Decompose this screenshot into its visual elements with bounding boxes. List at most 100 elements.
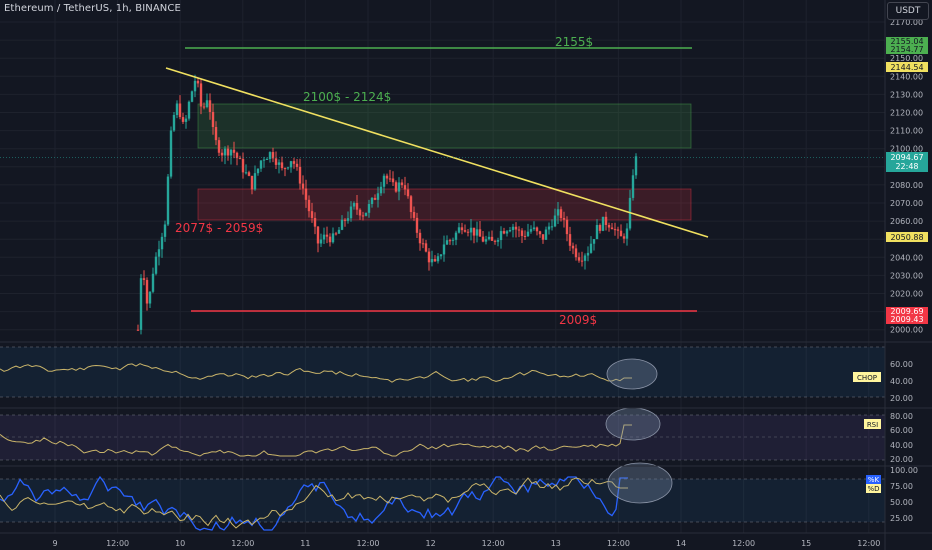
price-tick: 2120.00 (890, 109, 923, 118)
candle-body (349, 206, 353, 219)
price-tick: 2140.00 (890, 72, 923, 81)
candle-body (238, 158, 242, 160)
price-tick: 2000.00 (890, 326, 923, 335)
candle-body (457, 227, 461, 233)
candle-body (604, 216, 608, 225)
indicator-tick: 25.00 (890, 514, 913, 523)
trend-value-text: 2050.88 (890, 233, 923, 242)
candle-body (271, 152, 275, 159)
candle-body (538, 231, 542, 235)
candle-body (589, 243, 593, 253)
candlesticks (136, 74, 638, 335)
candle-body (559, 209, 563, 219)
candle-body (406, 189, 410, 197)
trend-value-badge: 2050.88 (886, 232, 928, 242)
price-tick: 2170.00 (890, 18, 923, 27)
indicator-tick: 100.00 (890, 466, 918, 475)
candle-body (223, 148, 227, 156)
candle-body (247, 172, 251, 176)
rsi-highlight-circle (605, 407, 661, 441)
currency-button[interactable]: USDT (887, 2, 929, 20)
candle-body (292, 161, 296, 164)
price-tick: 2080.00 (890, 181, 923, 190)
candle-body (226, 148, 230, 156)
candle-body (598, 225, 602, 231)
candle-body (445, 240, 449, 245)
symbol-title[interactable]: Ethereum / TetherUS, 1h, BINANCE (4, 3, 181, 14)
candle-body (373, 197, 377, 200)
candle-body (340, 219, 344, 230)
candle-body (625, 228, 629, 239)
candle-body (511, 226, 515, 231)
candle-body (145, 279, 149, 304)
candle-body (454, 232, 458, 240)
candle-body (466, 231, 470, 233)
candle-body (286, 167, 290, 169)
candle-body (181, 117, 185, 122)
trend-line[interactable] (165, 67, 709, 238)
candle-body (304, 188, 308, 200)
candle-body (202, 106, 206, 108)
candle-body (214, 127, 218, 141)
countdown-text: 22:48 (895, 162, 918, 171)
indicator-tick: 40.00 (890, 441, 913, 450)
candle-body (310, 211, 314, 218)
time-tick: 13 (551, 539, 561, 548)
candle-body (442, 244, 446, 255)
time-tick: 12:00 (732, 539, 755, 548)
candle-body (463, 230, 467, 232)
candle-body (505, 231, 509, 234)
candle-body (562, 218, 566, 220)
indicator-tick: 60.00 (890, 360, 913, 369)
yellow-level-text: 2144.54 (890, 63, 923, 72)
candle-body (409, 196, 413, 213)
candle-body (553, 215, 557, 227)
candle-body (616, 229, 620, 231)
price-tick: 2110.00 (890, 127, 923, 136)
candle-body (619, 230, 623, 237)
candle-body (397, 182, 401, 192)
candle-body (547, 226, 551, 230)
candle-body (412, 212, 416, 218)
candle-body (229, 149, 233, 156)
candle-body (307, 199, 311, 212)
price-tick: 2100.00 (890, 145, 923, 154)
lower-zone-box[interactable] (197, 188, 692, 221)
candle-body (259, 160, 263, 169)
candle-body (574, 248, 578, 258)
candle-body (424, 243, 428, 252)
candle-body (193, 80, 197, 92)
indicator-axis[interactable]: 60.00 40.00 20.00 80.00 60.00 40.00 20.00 100.0… (890, 360, 918, 523)
time-tick: 10 (175, 539, 185, 548)
candle-body (346, 218, 350, 221)
rsi-label-badge: RSI (864, 419, 881, 429)
candle-body (211, 111, 215, 128)
support-label: 2009$ (559, 313, 597, 327)
time-axis[interactable]: 9 12:00 10 12:00 11 12:00 12 12:00 13 12:00 14 12:0… (52, 539, 880, 548)
candle-body (400, 182, 404, 186)
stoch-pane[interactable] (0, 462, 885, 531)
support-badge: 2009.69 2009.43 (886, 307, 928, 324)
candle-body (295, 163, 299, 167)
candle-body (544, 229, 548, 240)
candle-body (391, 178, 395, 183)
rsi-pane[interactable] (0, 407, 885, 461)
chop-pane[interactable] (0, 346, 885, 398)
candle-body (583, 255, 587, 261)
chop-label-badge: CHOP (853, 372, 881, 382)
candle-body (403, 185, 407, 190)
candle-body (289, 161, 293, 168)
stoch-d-label: %D (867, 485, 879, 493)
time-tick: 11 (300, 539, 310, 548)
candle-body (358, 209, 362, 216)
candle-body (160, 236, 164, 250)
support-1-text: 2009.69 (890, 307, 923, 316)
candle-body (322, 234, 326, 240)
price-tick: 2070.00 (890, 199, 923, 208)
candle-body (385, 175, 389, 179)
candle-body (421, 243, 425, 245)
price-tick: 2130.00 (890, 90, 923, 99)
price-tick: 2030.00 (890, 271, 923, 280)
upper-zone-box[interactable] (197, 103, 692, 149)
